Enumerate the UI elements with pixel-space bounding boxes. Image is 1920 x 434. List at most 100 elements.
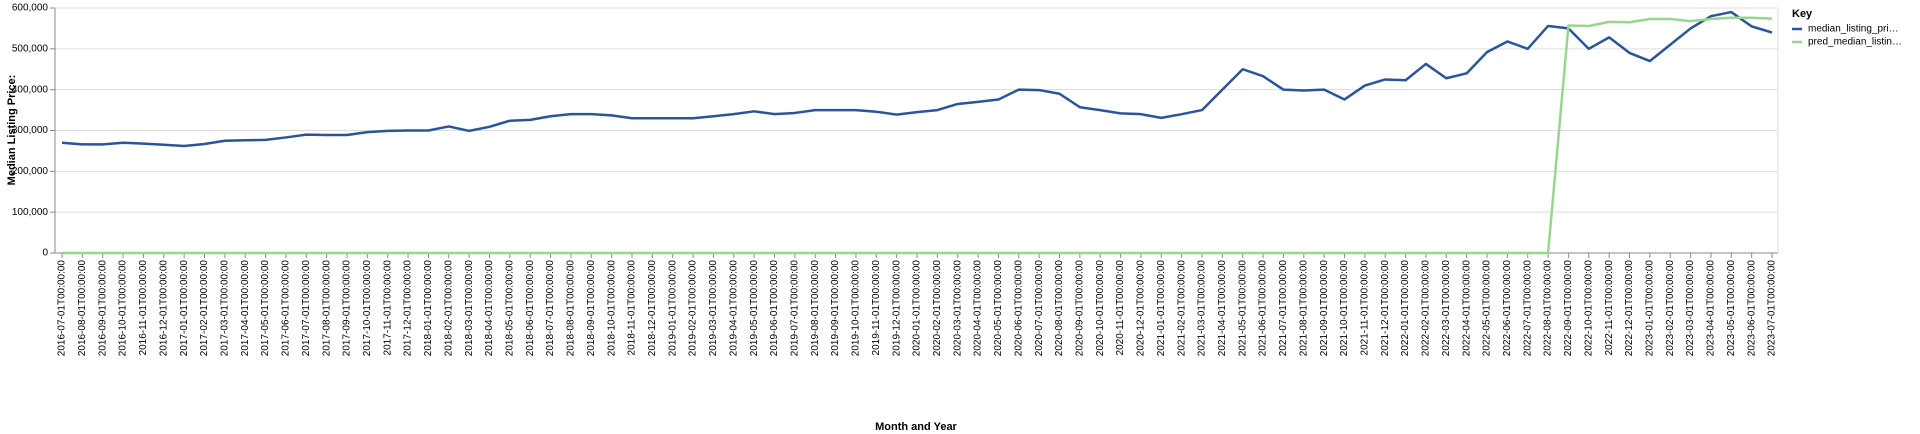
x-tick-label: 2018-07-01T00:00:00 (545, 260, 556, 357)
x-tick-label: 2020-03-01T00:00:00 (952, 260, 963, 357)
x-tick-label: 2022-10-01T00:00:00 (1583, 260, 1594, 357)
x-tick-label: 2019-03-01T00:00:00 (708, 260, 719, 357)
x-tick-label: 2022-07-01T00:00:00 (1522, 260, 1533, 357)
x-tick-label: 2017-04-01T00:00:00 (240, 260, 251, 357)
x-tick-label: 2021-05-01T00:00:00 (1237, 260, 1248, 357)
x-tick-label: 2016-10-01T00:00:00 (118, 260, 129, 357)
x-tick-label: 2018-01-01T00:00:00 (423, 260, 434, 357)
series-line (61, 10, 1773, 148)
x-tick-label: 2016-08-01T00:00:00 (77, 260, 88, 357)
x-tick-label: 2016-11-01T00:00:00 (138, 260, 149, 356)
x-tick-label: 2022-12-01T00:00:00 (1624, 260, 1635, 357)
y-tick-label: 400,000 (12, 84, 49, 95)
legend-label: median_listing_pri… (1808, 24, 1899, 35)
x-tick-label: 2018-12-01T00:00:00 (647, 260, 658, 357)
x-tick-label: 2021-07-01T00:00:00 (1278, 260, 1289, 357)
legend-title: Key (1792, 8, 1813, 20)
x-tick-label: 2017-02-01T00:00:00 (199, 260, 210, 357)
x-tick-label: 2017-11-01T00:00:00 (382, 260, 393, 356)
x-tick-label: 2022-03-01T00:00:00 (1441, 260, 1452, 357)
x-tick-label: 2021-03-01T00:00:00 (1197, 260, 1208, 357)
x-tick-label: 2022-02-01T00:00:00 (1421, 260, 1432, 357)
x-tick-label: 2019-12-01T00:00:00 (891, 260, 902, 357)
x-tick-label: 2022-09-01T00:00:00 (1563, 260, 1574, 357)
x-tick-label: 2023-03-01T00:00:00 (1685, 260, 1696, 357)
x-tick-label: 2019-01-01T00:00:00 (667, 260, 678, 357)
x-tick-label: 2019-07-01T00:00:00 (789, 260, 800, 357)
x-tick-label: 2021-11-01T00:00:00 (1359, 260, 1370, 356)
x-tick-label: 2021-08-01T00:00:00 (1298, 260, 1309, 357)
x-tick-label: 2021-02-01T00:00:00 (1176, 260, 1187, 357)
x-tick-label: 2018-06-01T00:00:00 (525, 260, 536, 357)
y-tick-label: 300,000 (12, 125, 49, 136)
y-tick-label: 500,000 (12, 43, 49, 54)
x-tick-label: 2018-10-01T00:00:00 (606, 260, 617, 357)
x-tick-label: 2017-01-01T00:00:00 (179, 260, 190, 357)
x-tick-label: 2017-10-01T00:00:00 (362, 260, 373, 357)
y-tick-label: 600,000 (12, 3, 49, 14)
x-tick-label: 2017-05-01T00:00:00 (260, 260, 271, 357)
x-tick-label: 2023-04-01T00:00:00 (1706, 260, 1717, 357)
x-tick-label: 2023-02-01T00:00:00 (1665, 260, 1676, 357)
y-tick-label: 200,000 (12, 166, 49, 177)
x-tick-label: 2023-06-01T00:00:00 (1746, 260, 1757, 357)
x-tick-label: 2020-09-01T00:00:00 (1074, 260, 1085, 357)
x-tick-label: 2020-11-01T00:00:00 (1115, 260, 1126, 356)
x-tick-label: 2023-01-01T00:00:00 (1644, 260, 1655, 357)
x-tick-label: 2018-08-01T00:00:00 (566, 260, 577, 357)
x-tick-label: 2018-03-01T00:00:00 (464, 260, 475, 357)
x-tick-label: 2020-08-01T00:00:00 (1054, 260, 1065, 357)
x-tick-label: 2020-02-01T00:00:00 (932, 260, 943, 357)
x-tick-label: 2021-01-01T00:00:00 (1156, 260, 1167, 357)
x-tick-label: 2020-12-01T00:00:00 (1136, 260, 1147, 357)
x-tick-label: 2018-04-01T00:00:00 (484, 260, 495, 357)
series-line (62, 16, 1773, 255)
x-tick-label: 2019-05-01T00:00:00 (749, 260, 760, 357)
x-tick-label: 2019-04-01T00:00:00 (728, 260, 739, 357)
x-tick-label: 2019-10-01T00:00:00 (851, 260, 862, 357)
x-tick-label: 2020-06-01T00:00:00 (1013, 260, 1024, 357)
x-tick-label: 2018-05-01T00:00:00 (504, 260, 515, 357)
x-tick-label: 2017-08-01T00:00:00 (321, 260, 332, 357)
x-tick-label: 2019-02-01T00:00:00 (688, 260, 699, 357)
x-tick-label: 2021-12-01T00:00:00 (1380, 260, 1391, 357)
x-tick-label: 2018-11-01T00:00:00 (627, 260, 638, 356)
x-tick-label: 2018-09-01T00:00:00 (586, 260, 597, 357)
x-tick-label: 2020-07-01T00:00:00 (1034, 260, 1045, 357)
x-tick-label: 2020-10-01T00:00:00 (1095, 260, 1106, 357)
x-tick-label: 2017-12-01T00:00:00 (403, 260, 414, 357)
x-tick-label: 2017-09-01T00:00:00 (342, 260, 353, 357)
y-axis-title: Median Listing Price: (6, 75, 18, 186)
x-tick-label: 2022-04-01T00:00:00 (1461, 260, 1472, 357)
x-tick-label: 2022-06-01T00:00:00 (1502, 260, 1513, 357)
x-tick-label: 2018-02-01T00:00:00 (443, 260, 454, 357)
x-tick-label: 2023-05-01T00:00:00 (1726, 260, 1737, 357)
x-tick-label: 2020-05-01T00:00:00 (993, 260, 1004, 357)
x-tick-label: 2022-05-01T00:00:00 (1482, 260, 1493, 357)
x-tick-label: 2017-06-01T00:00:00 (281, 260, 292, 357)
x-tick-label: 2021-04-01T00:00:00 (1217, 260, 1228, 357)
x-tick-label: 2022-11-01T00:00:00 (1604, 260, 1615, 356)
y-tick-label: 0 (42, 248, 48, 259)
x-tick-label: 2017-07-01T00:00:00 (301, 260, 312, 357)
x-tick-label: 2021-10-01T00:00:00 (1339, 260, 1350, 357)
x-tick-label: 2019-11-01T00:00:00 (871, 260, 882, 356)
x-tick-label: 2023-07-01T00:00:00 (1767, 260, 1778, 357)
x-tick-label: 2022-08-01T00:00:00 (1543, 260, 1554, 357)
x-axis-title: Month and Year (875, 421, 957, 433)
x-tick-label: 2016-12-01T00:00:00 (158, 260, 169, 357)
x-tick-label: 2019-09-01T00:00:00 (830, 260, 841, 357)
x-tick-label: 2019-06-01T00:00:00 (769, 260, 780, 357)
y-tick-label: 100,000 (12, 207, 49, 218)
x-tick-label: 2020-01-01T00:00:00 (912, 260, 923, 357)
x-tick-label: 2016-09-01T00:00:00 (97, 260, 108, 357)
x-tick-label: 2019-08-01T00:00:00 (810, 260, 821, 357)
x-tick-label: 2022-01-01T00:00:00 (1400, 260, 1411, 357)
x-tick-label: 2017-03-01T00:00:00 (219, 260, 230, 357)
x-tick-label: 2021-06-01T00:00:00 (1258, 260, 1269, 357)
legend-label: pred_median_listin… (1808, 37, 1902, 48)
x-tick-label: 2021-09-01T00:00:00 (1319, 260, 1330, 357)
x-tick-label: 2020-04-01T00:00:00 (973, 260, 984, 357)
